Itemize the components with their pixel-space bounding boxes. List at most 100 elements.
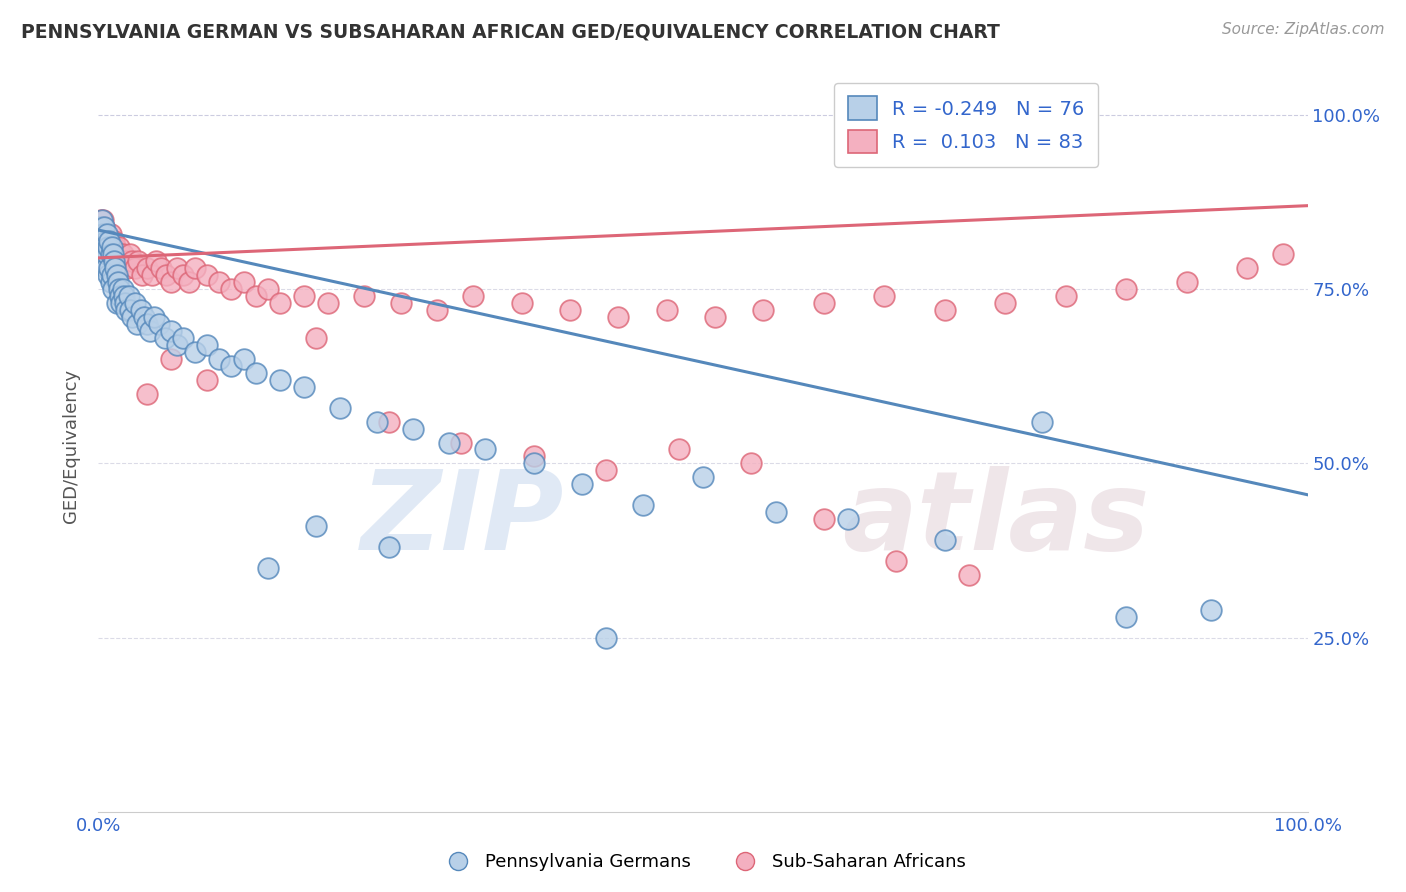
- Point: [1031, 415, 1053, 429]
- Point: [402, 421, 425, 435]
- Point: [112, 289, 135, 303]
- Point: [104, 261, 127, 276]
- Point: [450, 435, 472, 450]
- Point: [105, 296, 128, 310]
- Point: [100, 227, 122, 241]
- Point: [353, 289, 375, 303]
- Point: [179, 275, 201, 289]
- Point: [195, 373, 218, 387]
- Point: [655, 303, 678, 318]
- Point: [94, 234, 117, 248]
- Point: [110, 254, 132, 268]
- Point: [91, 247, 114, 261]
- Point: [426, 303, 449, 318]
- Point: [523, 457, 546, 471]
- Point: [93, 219, 115, 234]
- Point: [160, 351, 183, 366]
- Y-axis label: GED/Equivalency: GED/Equivalency: [62, 369, 80, 523]
- Point: [105, 247, 128, 261]
- Point: [740, 457, 762, 471]
- Point: [91, 234, 114, 248]
- Point: [94, 227, 117, 241]
- Point: [148, 317, 170, 331]
- Text: ZIP: ZIP: [360, 466, 564, 573]
- Point: [523, 450, 546, 464]
- Legend: R = -0.249   N = 76, R =  0.103   N = 83: R = -0.249 N = 76, R = 0.103 N = 83: [834, 83, 1098, 167]
- Point: [1175, 275, 1198, 289]
- Point: [934, 303, 956, 318]
- Point: [668, 442, 690, 457]
- Point: [94, 240, 117, 254]
- Point: [195, 338, 218, 352]
- Text: atlas: atlas: [842, 466, 1150, 573]
- Point: [813, 296, 835, 310]
- Point: [221, 359, 243, 373]
- Point: [93, 219, 115, 234]
- Point: [139, 324, 162, 338]
- Point: [101, 247, 124, 261]
- Point: [195, 268, 218, 283]
- Point: [93, 247, 115, 261]
- Point: [437, 435, 460, 450]
- Point: [98, 234, 121, 248]
- Point: [93, 254, 115, 268]
- Point: [1236, 261, 1258, 276]
- Point: [150, 261, 173, 276]
- Point: [316, 296, 339, 310]
- Point: [134, 310, 156, 325]
- Point: [166, 338, 188, 352]
- Point: [97, 240, 120, 254]
- Point: [117, 261, 139, 276]
- Point: [127, 254, 149, 268]
- Point: [1115, 282, 1137, 296]
- Point: [107, 275, 129, 289]
- Point: [184, 345, 207, 359]
- Point: [103, 254, 125, 268]
- Point: [292, 380, 315, 394]
- Point: [704, 310, 727, 325]
- Point: [873, 289, 896, 303]
- Point: [97, 240, 120, 254]
- Point: [366, 415, 388, 429]
- Point: [114, 296, 136, 310]
- Point: [269, 373, 291, 387]
- Point: [245, 289, 267, 303]
- Point: [89, 219, 111, 234]
- Point: [221, 282, 243, 296]
- Point: [91, 227, 114, 241]
- Point: [118, 289, 141, 303]
- Point: [110, 296, 132, 310]
- Point: [91, 227, 114, 241]
- Point: [115, 303, 138, 318]
- Point: [474, 442, 496, 457]
- Point: [96, 227, 118, 241]
- Point: [108, 247, 131, 261]
- Point: [121, 254, 143, 268]
- Point: [571, 477, 593, 491]
- Point: [813, 512, 835, 526]
- Point: [100, 268, 122, 283]
- Point: [595, 631, 617, 645]
- Point: [135, 261, 157, 276]
- Point: [765, 505, 787, 519]
- Point: [269, 296, 291, 310]
- Point: [124, 261, 146, 276]
- Point: [100, 275, 122, 289]
- Point: [631, 498, 654, 512]
- Point: [957, 567, 980, 582]
- Point: [89, 219, 111, 234]
- Point: [463, 289, 485, 303]
- Point: [127, 317, 149, 331]
- Point: [155, 268, 177, 283]
- Point: [108, 282, 131, 296]
- Point: [104, 240, 127, 254]
- Point: [752, 303, 775, 318]
- Point: [329, 401, 352, 415]
- Point: [121, 310, 143, 325]
- Point: [595, 463, 617, 477]
- Text: PENNSYLVANIA GERMAN VS SUBSAHARAN AFRICAN GED/EQUIVALENCY CORRELATION CHART: PENNSYLVANIA GERMAN VS SUBSAHARAN AFRICA…: [21, 22, 1000, 41]
- Point: [160, 324, 183, 338]
- Point: [131, 268, 153, 283]
- Point: [98, 234, 121, 248]
- Point: [305, 331, 328, 345]
